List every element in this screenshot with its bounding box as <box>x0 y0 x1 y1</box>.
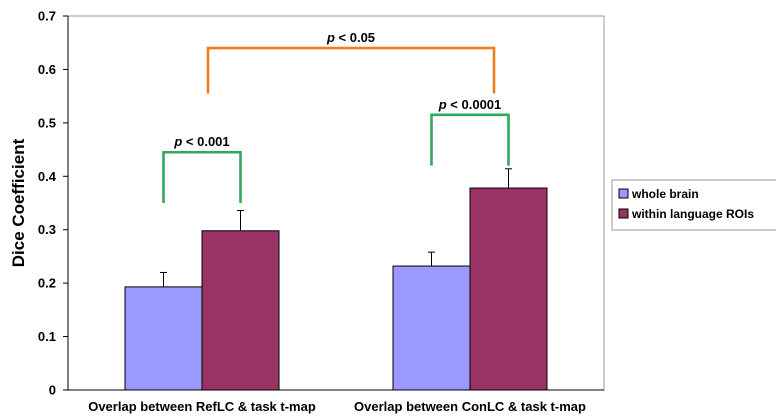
y-tick-label: 0.4 <box>38 169 57 184</box>
p-value-label: p < 0.0001 <box>438 97 502 112</box>
legend: whole brain within language ROIs <box>611 179 776 231</box>
y-tick-label: 0.2 <box>38 276 56 291</box>
y-tick-label: 0.5 <box>38 115 56 130</box>
legend-label-whole-brain: whole brain <box>631 187 699 201</box>
legend-swatch-whole-brain <box>618 188 629 199</box>
legend-swatch-within-language-rois <box>618 208 629 219</box>
y-axis-title: Dice Coefficient <box>9 138 28 267</box>
bar-whole-brain-1 <box>392 265 471 391</box>
significance-bracket <box>162 150 242 203</box>
y-tick-label: 0.6 <box>38 62 56 77</box>
x-axis-labels: Overlap between RefLC & task t-map Overla… <box>88 399 586 414</box>
legend-box <box>611 179 776 231</box>
error-bars-group <box>160 168 512 287</box>
x-category-label: Overlap between RefLC & task t-map <box>88 399 316 414</box>
p-value-label: p < 0.001 <box>173 134 229 149</box>
y-tick-label: 0.3 <box>38 222 56 237</box>
y-tick-label: 0.1 <box>38 329 56 344</box>
p-value-label: p < 0.05 <box>326 30 375 45</box>
significance-bracket <box>206 46 496 94</box>
y-axis-ticks: 0 0.1 0.2 0.3 0.4 0.5 0.6 0.7 <box>38 9 68 398</box>
bar-within-language-rois-0 <box>201 230 280 391</box>
y-tick-label: 0 <box>49 383 56 398</box>
significance-annotations: p < 0.001 p < 0.0001 p < 0.05 <box>162 30 510 203</box>
bar-within-language-rois-1 <box>469 187 548 391</box>
bar-whole-brain-0 <box>124 286 203 391</box>
legend-label-within-language-rois: within language ROIs <box>631 207 754 221</box>
y-tick-label: 0.7 <box>38 9 56 24</box>
significance-bracket <box>430 113 510 166</box>
x-category-label: Overlap between ConLC & task t-map <box>354 399 586 414</box>
bars-group <box>124 187 548 391</box>
